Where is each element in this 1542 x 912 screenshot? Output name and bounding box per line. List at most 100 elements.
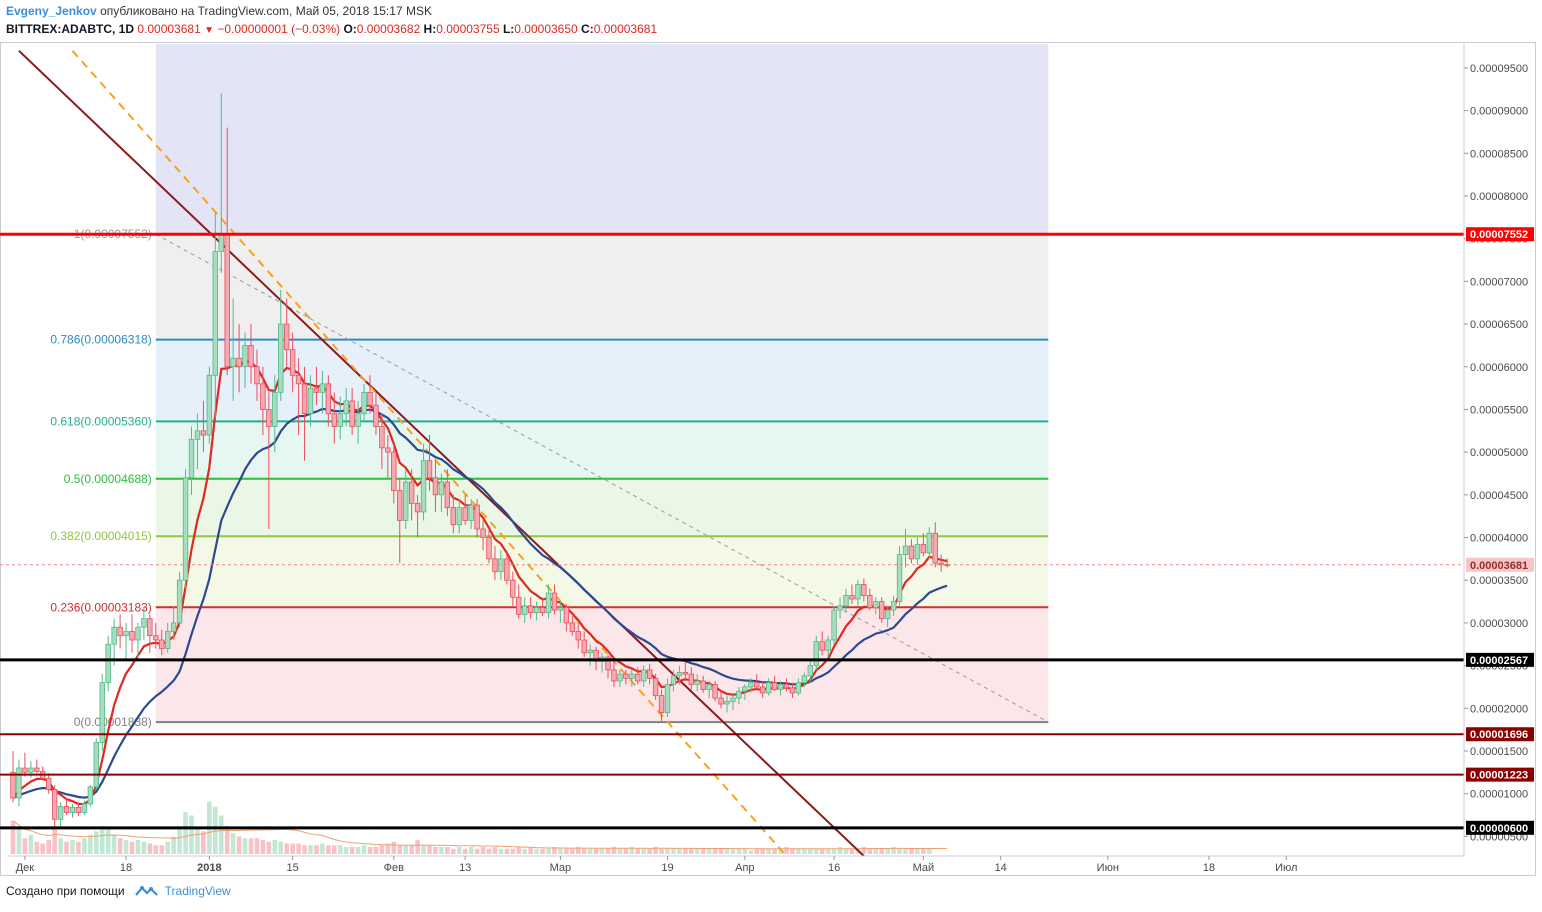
volume-bar [522,848,527,854]
tradingview-link[interactable]: TradingView [164,884,231,898]
volume-bar [480,847,486,854]
volume-bar [796,848,801,854]
volume-bar [605,848,611,854]
plot-area: 1(0.00007552)0.786(0.00006318)0.618(0.00… [10,44,1049,856]
candle-body [218,234,224,252]
candle-body [450,507,456,526]
candle-body [87,786,94,805]
y-tick-label: 0.00005500 [1470,404,1528,416]
y-tick-label: 0.00003500 [1470,575,1528,587]
candle-body [890,601,897,611]
candle-body [527,605,534,614]
x-tick-label: 2018 [197,862,221,874]
volume-bar [718,848,724,854]
volume-bar [40,843,46,854]
candle-body [896,554,903,602]
volume-bar [921,848,926,854]
volume-bar [171,836,176,854]
volume-bar [326,845,331,854]
fib-zone-1 [155,234,1049,340]
volume-bar [587,848,593,854]
x-tick-label: Мар [550,862,572,874]
volume-bar [819,848,825,854]
candle-body [129,631,135,641]
volume-bar [915,848,920,854]
candle-body [188,438,195,479]
x-tick-label: Фев [384,862,404,874]
volume-bar [355,847,361,854]
candle-body [361,391,367,415]
volume-bar [766,848,771,854]
candle-body [46,777,52,790]
candle-body [545,592,552,614]
volume-bar [909,848,914,854]
candle-body [682,672,689,675]
volume-bar [694,848,700,854]
volume-bar [724,848,730,854]
candle-body [575,631,581,641]
candle-body [289,349,296,376]
candle-body [367,391,373,406]
volume-bar [754,848,760,854]
x-tick-label: 13 [459,862,471,874]
high-label: H: [423,22,437,36]
candle-body [331,413,337,427]
candle-body [765,682,772,694]
author-link[interactable]: Evgeny_Jenkov [6,4,97,18]
candle-body [771,682,778,690]
ema-slow-line [12,407,948,799]
candle-body [224,234,230,368]
volume-bar [236,836,242,854]
price-badge-label: 0.00000600 [1470,823,1528,835]
candle-body [676,672,683,677]
y-tick-label: 0.00009000 [1470,106,1528,118]
candle-body [867,595,873,608]
volume-bar [772,848,777,854]
volume-bar [897,848,902,854]
last-price-badge-bg [1466,557,1534,572]
volume-bar [88,834,93,854]
candle-body [325,383,332,415]
candle-body [206,374,213,436]
candle-body [176,579,183,624]
volume-bar [242,838,248,854]
candle-body [266,409,272,427]
trendline-downtrend [18,50,865,856]
volume-bar [635,848,641,854]
candle-body [789,687,796,694]
candle-body [147,618,153,637]
volume-bar [736,848,742,854]
volume-bar [343,847,349,854]
volume-bar [873,848,879,854]
candle-body [283,323,290,351]
volume-bar [534,848,539,854]
volume-bar [468,847,474,854]
volume-bar [790,848,795,854]
volume-bar [837,847,843,854]
volume-bar [433,847,438,854]
candle-body [349,400,355,427]
candle-body [254,366,260,385]
candle-body [641,669,647,682]
volume-bar [409,845,414,854]
fib-zone-0.5 [155,478,1049,537]
candle-body [343,400,349,415]
candle-body [926,532,932,554]
candle-body [22,767,28,773]
candle-body [432,477,439,496]
x-tick-label: 16 [828,862,840,874]
volume-bar [813,848,819,854]
volume-bar [903,848,908,854]
volume-bar [474,848,480,854]
candle-body [825,639,831,651]
volume-bar [82,838,87,854]
low-label: L: [502,22,515,36]
volume-bar [575,847,581,854]
volume-bar [296,843,301,854]
candle-body [861,584,867,596]
candle-body [408,481,415,504]
candle-body [28,767,34,773]
volume-bar [415,840,420,854]
candle-body [492,558,498,573]
